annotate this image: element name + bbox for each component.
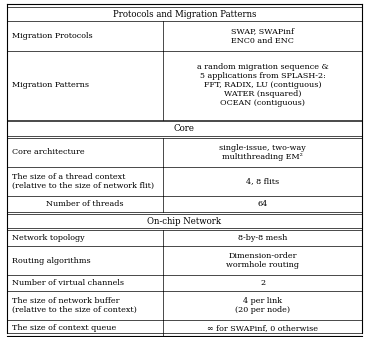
- Text: Core architecture: Core architecture: [12, 148, 85, 156]
- Text: 4, 8 flits: 4, 8 flits: [246, 178, 279, 186]
- Text: The size of network buffer
(relative to the size of context): The size of network buffer (relative to …: [12, 297, 137, 314]
- Text: 64: 64: [258, 200, 268, 208]
- Text: ∞ for SWAPinf, 0 otherwise: ∞ for SWAPinf, 0 otherwise: [207, 324, 318, 332]
- Text: Routing algorithms: Routing algorithms: [12, 256, 91, 265]
- Text: Network topology: Network topology: [12, 234, 85, 242]
- Text: SWAP, SWAPinf
ENC0 and ENC: SWAP, SWAPinf ENC0 and ENC: [231, 27, 294, 44]
- Text: Dimension-order
wormhole routing: Dimension-order wormhole routing: [226, 252, 299, 269]
- Text: On-chip Network: On-chip Network: [148, 216, 221, 225]
- Text: 4 per link
(20 per node): 4 per link (20 per node): [235, 297, 290, 314]
- Text: Migration Protocols: Migration Protocols: [12, 32, 93, 40]
- Text: Number of threads: Number of threads: [46, 200, 124, 208]
- Text: Number of virtual channels: Number of virtual channels: [12, 279, 124, 287]
- Text: a random migration sequence &
5 applications from SPLASH-2:
FFT, RADIX, LU (cont: a random migration sequence & 5 applicat…: [197, 63, 329, 108]
- Text: 8-by-8 mesh: 8-by-8 mesh: [238, 234, 287, 242]
- Text: Protocols and Migration Patterns: Protocols and Migration Patterns: [113, 10, 256, 19]
- Text: The size of context queue: The size of context queue: [12, 324, 117, 332]
- Text: Migration Patterns: Migration Patterns: [12, 81, 89, 89]
- Text: Core: Core: [174, 124, 195, 133]
- Text: 2: 2: [260, 279, 265, 287]
- Text: The size of a thread context
(relative to the size of network flit): The size of a thread context (relative t…: [12, 173, 154, 190]
- Text: single-issue, two-way
multithreading EM²: single-issue, two-way multithreading EM²: [220, 144, 306, 161]
